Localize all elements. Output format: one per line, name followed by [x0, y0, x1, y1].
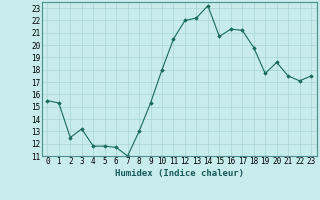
X-axis label: Humidex (Indice chaleur): Humidex (Indice chaleur) [115, 169, 244, 178]
